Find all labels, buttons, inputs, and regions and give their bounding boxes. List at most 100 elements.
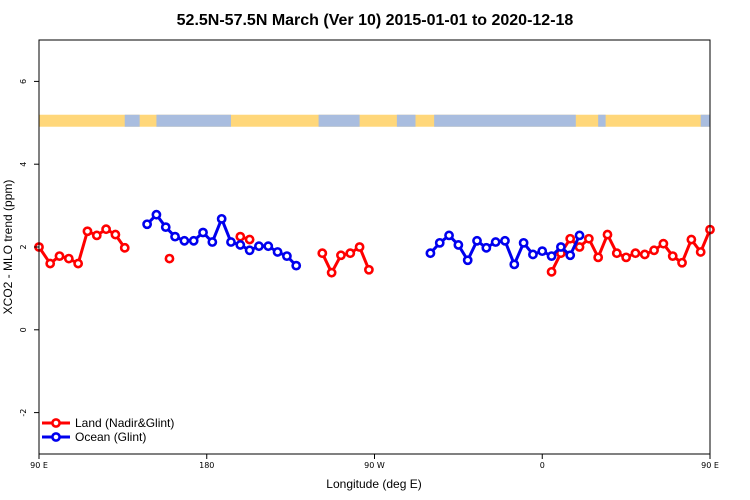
- data-point: [490, 237, 501, 247]
- data-point: [281, 251, 292, 262]
- data-point: [263, 241, 274, 252]
- strip-ocean-segment: [124, 114, 140, 127]
- data-point: [272, 247, 283, 257]
- data-point: [82, 226, 93, 237]
- legend-label: Ocean (Glint): [75, 430, 146, 444]
- data-point: [188, 235, 199, 246]
- data-point: [444, 230, 454, 241]
- data-point: [317, 248, 328, 259]
- x-tick-label: 180: [199, 461, 214, 470]
- data-point: [462, 255, 473, 266]
- strip-ocean-segment: [396, 114, 416, 127]
- data-point: [326, 267, 337, 278]
- data-point: [593, 252, 604, 263]
- series-line: [37, 227, 126, 266]
- data-point: [500, 235, 510, 246]
- data-point: [119, 242, 130, 253]
- data-point: [528, 249, 538, 260]
- strip-ocean-segment: [156, 114, 231, 127]
- data-point: [244, 245, 255, 256]
- axes-layer: 90 E 180 90 W 0 90 E -2 0 2 4 6: [19, 79, 719, 470]
- data-point: [364, 264, 374, 275]
- data-point: [179, 235, 190, 246]
- data-point: [235, 231, 246, 242]
- strip-ocean-segment: [434, 114, 576, 127]
- data-point: [291, 260, 302, 271]
- data-point: [667, 251, 678, 262]
- data-point: [583, 233, 594, 244]
- data-point: [546, 266, 557, 277]
- data-point: [574, 242, 585, 252]
- legend-marker: [51, 418, 61, 428]
- data-point: [639, 249, 650, 260]
- data-point: [45, 258, 56, 269]
- chart-title: 52.5N-57.5N March (Ver 10) 2015-01-01 to…: [177, 12, 574, 29]
- data-point: [345, 248, 356, 259]
- data-point: [198, 227, 208, 238]
- y-axis-label: XCO2 - MLO trend (ppm): [1, 180, 15, 315]
- plot-frame: [38, 39, 711, 455]
- data-point: [235, 240, 246, 250]
- legend-marker: [51, 432, 61, 442]
- data-point: [649, 245, 659, 256]
- data-point: [602, 229, 613, 240]
- series-layer: [34, 209, 715, 278]
- data-point: [481, 242, 492, 253]
- x-tick-label: 0: [540, 461, 545, 470]
- x-tick-label: 90 W: [364, 461, 385, 470]
- strip-ocean-segment: [598, 114, 606, 127]
- data-point: [354, 242, 365, 252]
- data-point: [574, 230, 585, 241]
- data-point: [611, 248, 622, 259]
- data-point: [565, 250, 576, 261]
- x-tick-label: 90 E: [30, 461, 48, 470]
- data-point: [565, 233, 576, 244]
- data-point: [91, 230, 102, 241]
- data-point: [686, 234, 697, 245]
- data-point: [244, 234, 255, 245]
- y-tick-label: 0: [19, 327, 28, 332]
- data-point: [254, 241, 264, 252]
- y-tick-label: 4: [19, 162, 28, 167]
- legend-entry: Land (Nadir&Glint): [42, 416, 174, 430]
- legend: Land (Nadir&Glint)Ocean (Glint): [42, 416, 174, 444]
- series-ocean: [142, 209, 585, 271]
- data-point: [336, 250, 346, 261]
- x-axis-label: Longitude (deg E): [326, 477, 421, 491]
- data-point: [472, 235, 482, 246]
- data-point: [555, 242, 566, 252]
- data-point: [621, 252, 632, 263]
- legend-entry: Ocean (Glint): [42, 430, 146, 444]
- data-point: [216, 213, 227, 224]
- data-point: [170, 231, 180, 242]
- data-point: [509, 259, 520, 270]
- data-point: [54, 251, 65, 262]
- data-point: [677, 257, 687, 268]
- strip-ocean-segment: [700, 114, 710, 127]
- data-point: [537, 246, 548, 257]
- data-point: [160, 222, 171, 233]
- data-point: [151, 209, 162, 220]
- data-point: [142, 219, 153, 230]
- data-point: [434, 237, 445, 248]
- land-sea-strip: [39, 114, 710, 127]
- data-point: [207, 237, 218, 247]
- data-point: [518, 237, 529, 248]
- y-tick-label: 2: [19, 244, 28, 249]
- series-land: [34, 224, 715, 278]
- data-point: [101, 224, 111, 235]
- data-point: [425, 248, 436, 259]
- data-point: [630, 248, 641, 259]
- data-point: [63, 253, 74, 264]
- data-point: [658, 238, 669, 249]
- x-tick-label: 90 E: [701, 461, 719, 470]
- data-point: [226, 237, 236, 247]
- strip-ocean-segment: [318, 114, 360, 127]
- legend-label: Land (Nadir&Glint): [75, 416, 174, 430]
- y-tick-label: -2: [19, 409, 28, 417]
- data-point: [546, 251, 557, 262]
- data-point: [110, 229, 121, 240]
- data-point: [453, 240, 464, 250]
- strip-land: [39, 114, 710, 127]
